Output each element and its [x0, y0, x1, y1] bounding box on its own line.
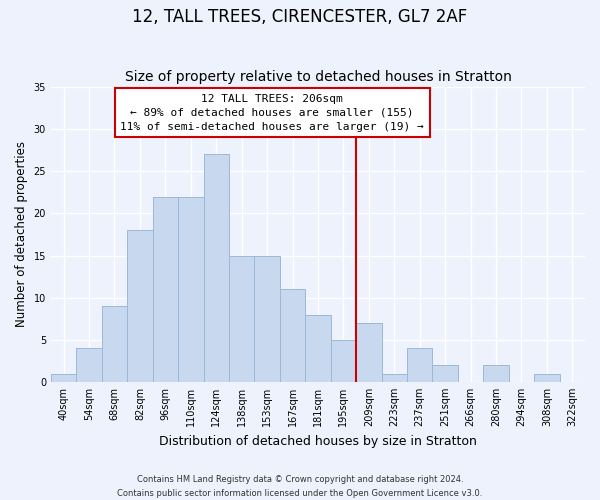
Bar: [433, 365, 458, 382]
Bar: [76, 348, 102, 382]
Bar: [102, 306, 127, 382]
Bar: [382, 374, 407, 382]
Bar: [229, 256, 254, 382]
Bar: [356, 323, 382, 382]
Bar: [407, 348, 433, 382]
Bar: [51, 374, 76, 382]
Bar: [305, 314, 331, 382]
Y-axis label: Number of detached properties: Number of detached properties: [15, 142, 28, 328]
X-axis label: Distribution of detached houses by size in Stratton: Distribution of detached houses by size …: [159, 434, 477, 448]
Bar: [178, 196, 203, 382]
Bar: [483, 365, 509, 382]
Title: Size of property relative to detached houses in Stratton: Size of property relative to detached ho…: [125, 70, 511, 85]
Bar: [203, 154, 229, 382]
Text: Contains HM Land Registry data © Crown copyright and database right 2024.
Contai: Contains HM Land Registry data © Crown c…: [118, 476, 482, 498]
Bar: [254, 256, 280, 382]
Bar: [280, 290, 305, 382]
Bar: [127, 230, 152, 382]
Bar: [331, 340, 356, 382]
Bar: [152, 196, 178, 382]
Bar: [534, 374, 560, 382]
Text: 12, TALL TREES, CIRENCESTER, GL7 2AF: 12, TALL TREES, CIRENCESTER, GL7 2AF: [133, 8, 467, 26]
Text: 12 TALL TREES: 206sqm
← 89% of detached houses are smaller (155)
11% of semi-det: 12 TALL TREES: 206sqm ← 89% of detached …: [121, 94, 424, 132]
